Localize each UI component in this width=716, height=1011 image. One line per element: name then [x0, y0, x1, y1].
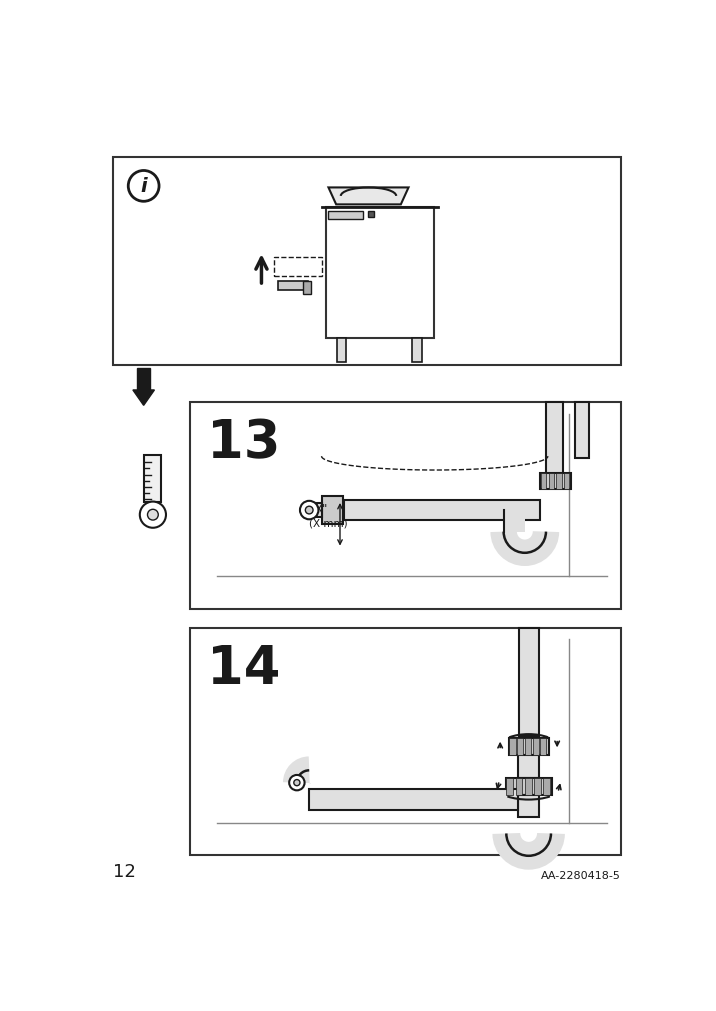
Text: X": X" [314, 502, 328, 516]
Bar [278, 281, 309, 290]
Text: 13: 13 [207, 417, 280, 469]
Bar [541, 473, 546, 489]
Text: i: i [140, 177, 147, 196]
Bar [540, 738, 546, 755]
Circle shape [300, 501, 319, 520]
Bar [321, 496, 343, 525]
Bar [533, 738, 538, 755]
Bar [518, 628, 538, 736]
Bar [368, 212, 374, 218]
Bar [190, 402, 621, 609]
Bar [556, 473, 562, 489]
Bar [190, 628, 621, 855]
Bar [546, 402, 563, 480]
Text: (X mm): (X mm) [309, 518, 348, 528]
Bar [344, 500, 540, 521]
Bar [506, 778, 513, 796]
Bar [564, 473, 569, 489]
Circle shape [140, 502, 166, 528]
Bar [509, 738, 516, 755]
Bar [575, 402, 589, 458]
Bar [412, 339, 422, 363]
Polygon shape [329, 188, 409, 205]
Bar [516, 778, 523, 796]
Polygon shape [137, 369, 150, 390]
Bar [303, 281, 311, 295]
Bar [543, 778, 550, 796]
Circle shape [147, 510, 158, 521]
Bar [309, 503, 321, 518]
Bar [518, 796, 539, 817]
Bar [504, 511, 525, 532]
Text: AA-2280418-5: AA-2280418-5 [541, 870, 621, 881]
Bar [534, 778, 541, 796]
Circle shape [305, 507, 313, 515]
Circle shape [294, 779, 300, 786]
Polygon shape [133, 390, 155, 406]
Bar [540, 473, 571, 489]
Bar [518, 755, 539, 778]
Bar [337, 339, 346, 363]
Circle shape [289, 775, 304, 791]
Bar [508, 738, 548, 755]
Bar [274, 258, 321, 277]
Text: 12: 12 [113, 862, 136, 881]
Bar [329, 211, 363, 219]
Bar [517, 738, 523, 755]
Bar [145, 456, 161, 502]
Bar [113, 158, 621, 365]
Circle shape [128, 171, 159, 202]
Bar [548, 473, 554, 489]
Bar [505, 778, 552, 796]
Text: 14: 14 [207, 642, 280, 694]
Bar [309, 789, 518, 811]
Bar [525, 738, 531, 755]
Bar [525, 778, 532, 796]
Bar [326, 207, 434, 339]
